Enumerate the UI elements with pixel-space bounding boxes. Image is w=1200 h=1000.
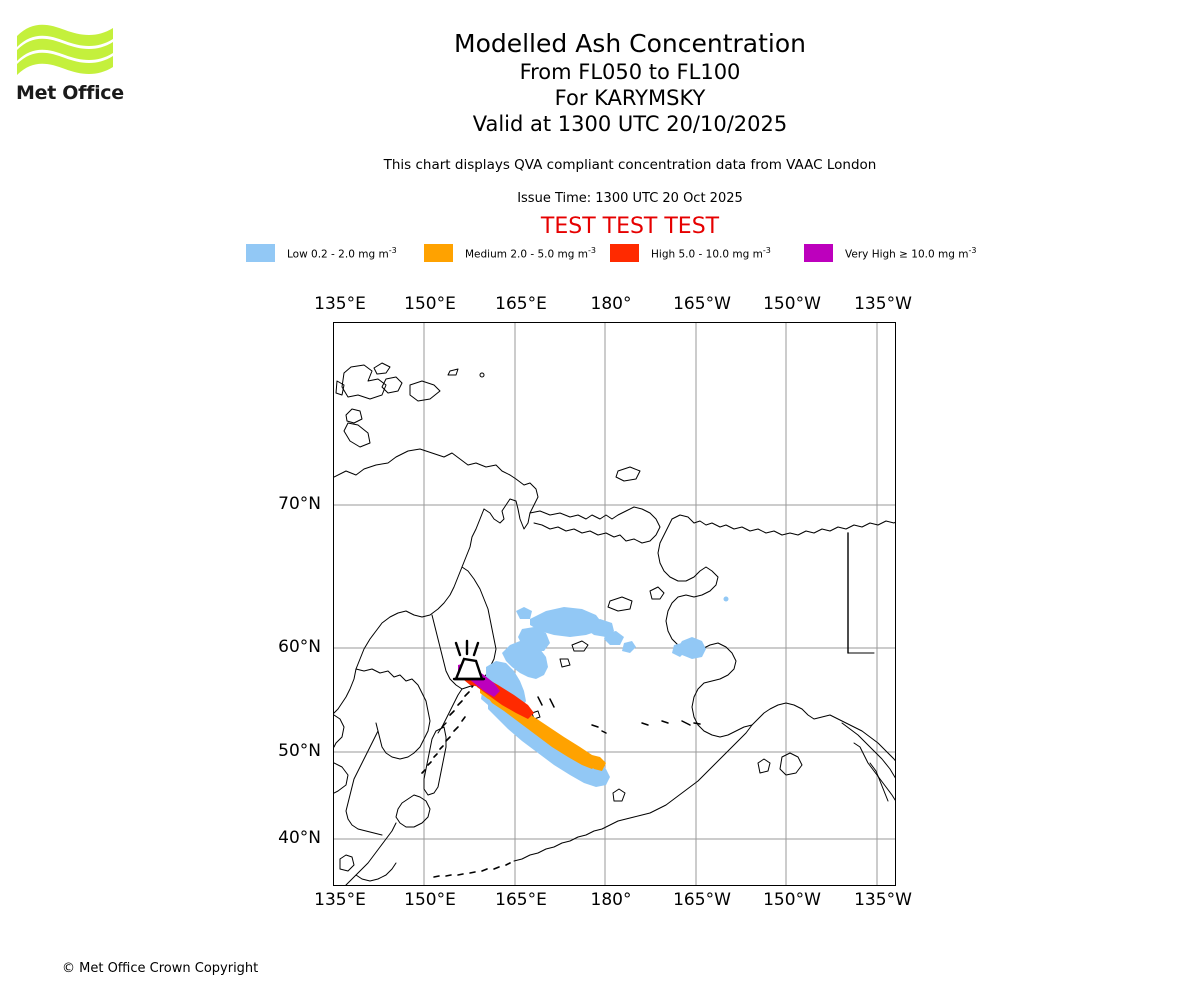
- lon-tick-bottom-4: 165°W: [673, 890, 731, 910]
- longitude-axis-top: 135°E 150°E 165°E 180° 165°W 150°W 135°W: [314, 294, 912, 316]
- legend-swatch-medium: [424, 244, 453, 262]
- coastlines: [334, 362, 895, 885]
- lon-tick-bottom-1: 150°E: [404, 890, 456, 910]
- legend-swatch-very-high: [804, 244, 833, 262]
- lon-tick-top-0: 135°E: [314, 294, 366, 314]
- lon-tick-top-2: 165°E: [495, 294, 547, 314]
- lon-tick-bottom-2: 165°E: [495, 890, 547, 910]
- latitude-axis-left: 70°N 60°N 50°N 40°N: [243, 322, 329, 886]
- test-banner: TEST TEST TEST: [540, 214, 720, 239]
- legend-label-high: High 5.0 - 10.0 mg m-3: [651, 245, 771, 261]
- lat-tick-50n: 50°N: [278, 741, 321, 761]
- lon-tick-bottom-3: 180°: [590, 890, 632, 910]
- concentration-legend: Low 0.2 - 2.0 mg m-3 Medium 2.0 - 5.0 mg…: [246, 242, 988, 264]
- lon-tick-top-3: 180°: [590, 294, 632, 314]
- lon-tick-top-4: 165°W: [673, 294, 731, 314]
- chart-title-block: Modelled Ash Concentration From FL050 to…: [130, 28, 1130, 137]
- valid-time-line: Valid at 1300 UTC 20/10/2025: [472, 112, 788, 136]
- lon-tick-top-5: 150°W: [763, 294, 821, 314]
- longitude-axis-bottom: 135°E 150°E 165°E 180° 165°W 150°W 135°W: [314, 890, 912, 912]
- lat-tick-40n: 40°N: [278, 828, 321, 848]
- legend-item-very-high: Very High ≥ 10.0 mg m-3: [804, 242, 976, 264]
- map-frame: [333, 322, 896, 886]
- legend-swatch-low: [246, 244, 275, 262]
- lon-tick-bottom-5: 150°W: [763, 890, 821, 910]
- lat-tick-70n: 70°N: [278, 494, 321, 514]
- flight-level-line: From FL050 to FL100: [519, 60, 741, 84]
- copyright-notice: © Met Office Crown Copyright: [62, 961, 259, 976]
- legend-item-low: Low 0.2 - 2.0 mg m-3: [246, 242, 397, 264]
- legend-item-high: High 5.0 - 10.0 mg m-3: [610, 242, 771, 264]
- graticule-lines: [334, 323, 895, 885]
- lon-tick-bottom-0: 135°E: [314, 890, 366, 910]
- map-canvas: [334, 323, 895, 885]
- legend-label-medium: Medium 2.0 - 5.0 mg m-3: [465, 245, 596, 261]
- issue-time: Issue Time: 1300 UTC 20 Oct 2025: [517, 191, 743, 206]
- met-office-logo: Met Office: [10, 22, 130, 117]
- volcano-symbol-icon: [452, 639, 486, 681]
- legend-label-low: Low 0.2 - 2.0 mg m-3: [287, 245, 397, 261]
- ash-concentration-map[interactable]: [333, 322, 896, 886]
- legend-label-very-high: Very High ≥ 10.0 mg m-3: [845, 245, 977, 261]
- volcano-name-line: For KARYMSKY: [554, 86, 706, 110]
- lon-tick-top-6: 135°W: [854, 294, 912, 314]
- lat-tick-60n: 60°N: [278, 637, 321, 657]
- chart-description: This chart displays QVA compliant concen…: [383, 157, 877, 173]
- legend-item-medium: Medium 2.0 - 5.0 mg m-3: [424, 242, 596, 264]
- legend-swatch-high: [610, 244, 639, 262]
- met-office-wordmark: Met Office: [16, 82, 124, 104]
- lon-tick-bottom-6: 135°W: [854, 890, 912, 910]
- met-office-waves-icon: [17, 24, 113, 75]
- page-title: Modelled Ash Concentration: [454, 29, 806, 58]
- lon-tick-top-1: 150°E: [404, 294, 456, 314]
